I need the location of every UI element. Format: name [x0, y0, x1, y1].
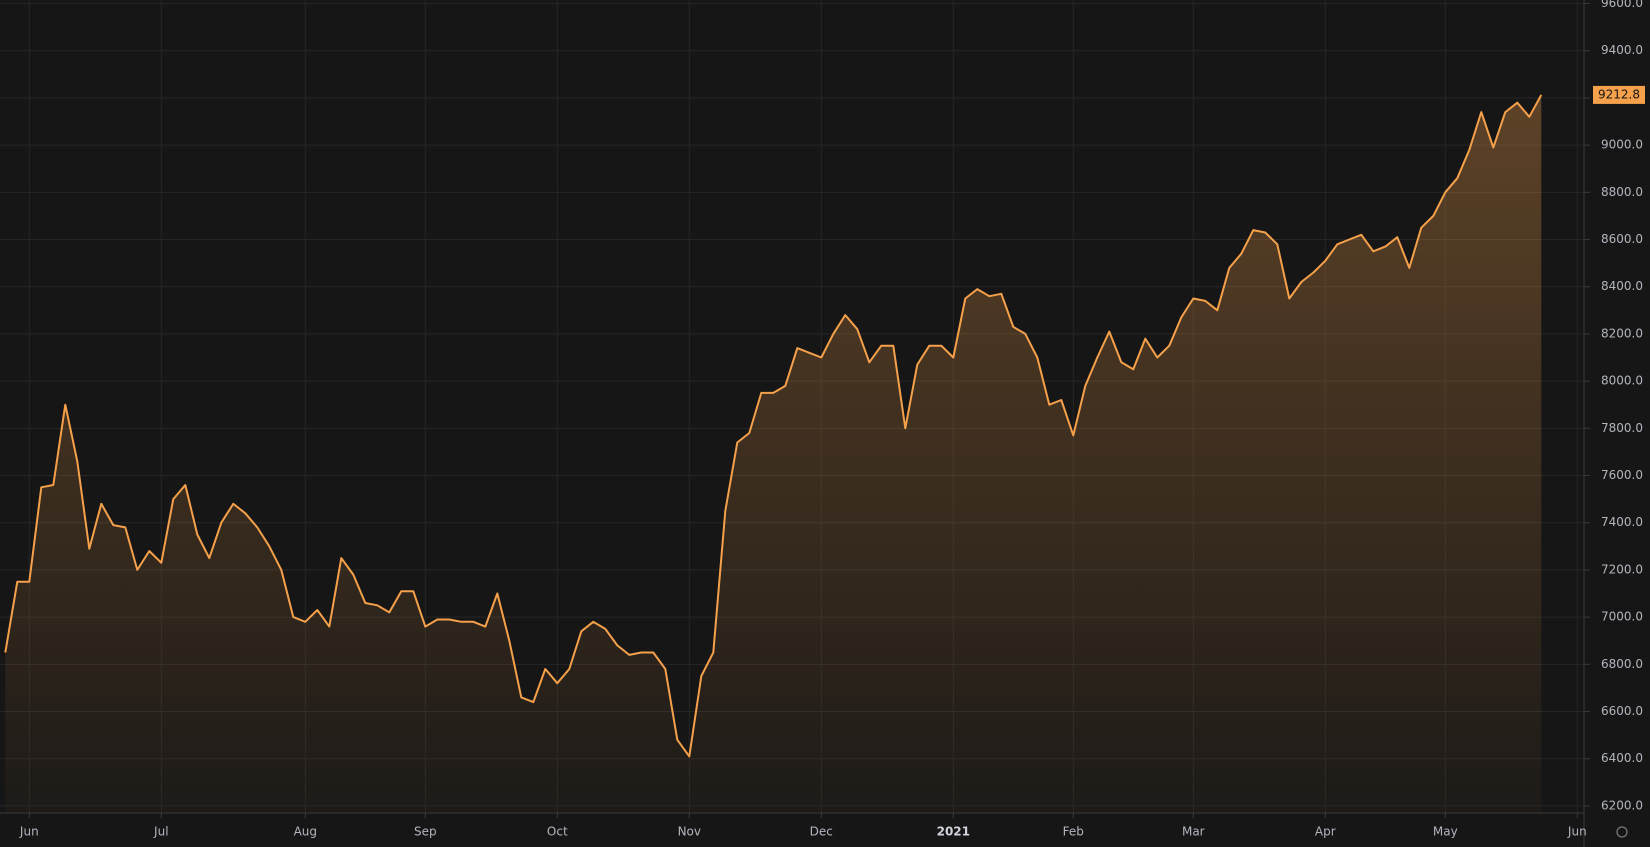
- x-tick-label: Jun: [19, 825, 39, 839]
- y-tick-label: 8800.0: [1601, 185, 1643, 199]
- plot: [4, 94, 1543, 813]
- area-fill: [5, 94, 1542, 813]
- y-tick-label: 8000.0: [1601, 374, 1643, 388]
- x-tick-label: Feb: [1063, 825, 1084, 839]
- x-tick-label: Jul: [153, 825, 168, 839]
- settings-icon[interactable]: [1616, 826, 1628, 838]
- y-tick-label: 9400.0: [1601, 43, 1643, 57]
- y-tick-label: 6600.0: [1601, 704, 1643, 718]
- x-tick-label: Apr: [1315, 825, 1336, 839]
- y-tick-label: 6800.0: [1601, 657, 1643, 671]
- y-tick-label: 7200.0: [1601, 562, 1643, 576]
- x-tick-label: Sep: [414, 825, 437, 839]
- x-tick-label: Nov: [678, 825, 701, 839]
- x-tick-label: Aug: [294, 825, 317, 839]
- x-tick-label: May: [1433, 825, 1458, 839]
- axes: 6200.0 6400.0 6600.0 6800.0 7000.0 7200.0 7400…: [19, 0, 1645, 839]
- y-tick-label: 6400.0: [1601, 751, 1643, 765]
- y-tick-label: 8200.0: [1601, 326, 1643, 340]
- x-tick-label: Jun: [1567, 825, 1587, 839]
- y-tick-label: 7600.0: [1601, 468, 1643, 482]
- y-tick-label: 8400.0: [1601, 279, 1643, 293]
- y-tick-label: 8600.0: [1601, 232, 1643, 246]
- y-tick-label: 7400.0: [1601, 515, 1643, 529]
- y-tick-label: 6200.0: [1601, 798, 1643, 812]
- last-price-label: 9212.8: [1598, 87, 1640, 101]
- x-tick-label: Dec: [810, 825, 833, 839]
- y-tick-label: 7000.0: [1601, 610, 1643, 624]
- x-tick-label: 2021: [937, 825, 970, 839]
- y-tick-label: 9600.0: [1601, 0, 1643, 10]
- y-tick-label: 9000.0: [1601, 138, 1643, 152]
- x-tick-label: Mar: [1182, 825, 1205, 839]
- y-tick-label: 7800.0: [1601, 421, 1643, 435]
- x-tick-label: Oct: [547, 825, 568, 839]
- price-line: [4, 94, 1543, 758]
- last-price-box: [1593, 85, 1645, 104]
